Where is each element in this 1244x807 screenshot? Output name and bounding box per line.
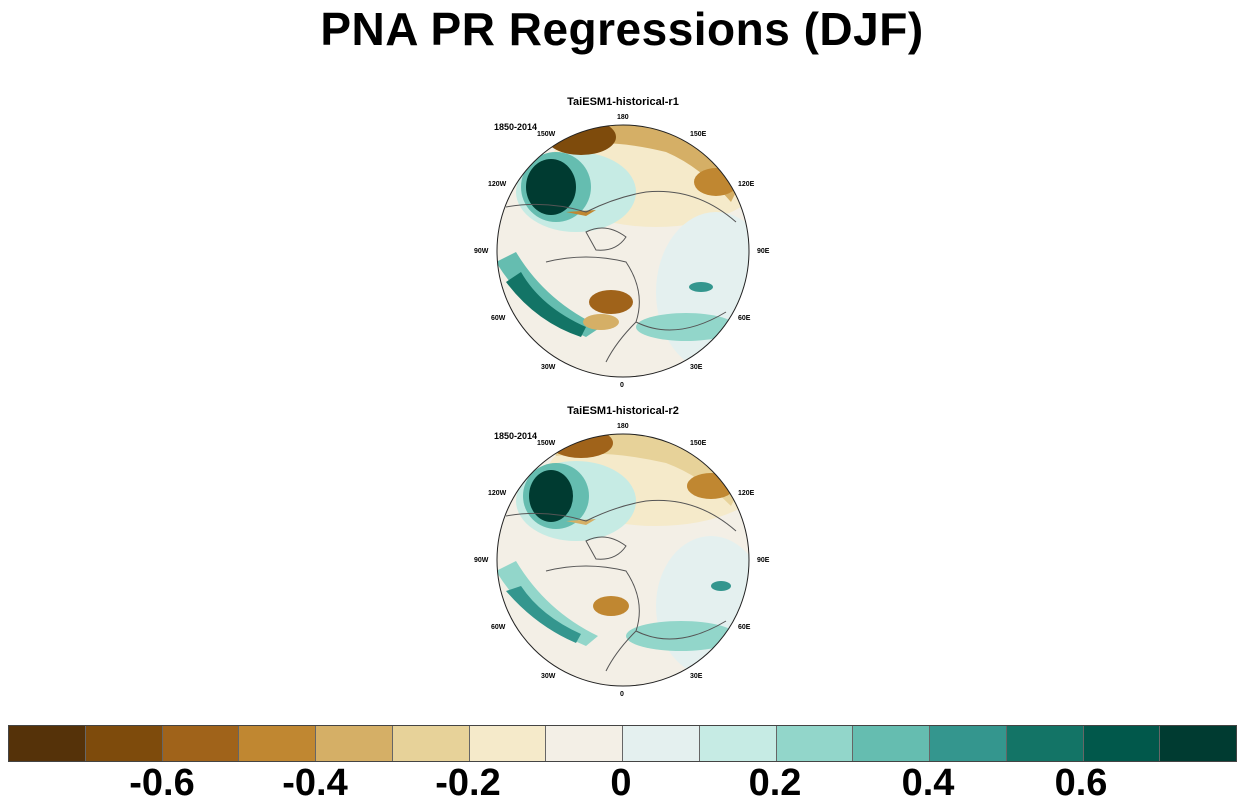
lon-label-30e: 30E <box>690 673 703 680</box>
colorbar-swatch <box>1083 726 1161 761</box>
colorbar-label: 0 <box>610 762 632 804</box>
lon-label-120e: 120E <box>738 181 755 188</box>
lon-label-120w: 120W <box>488 490 507 497</box>
lon-label-90w: 90W <box>474 557 489 564</box>
lon-label-180: 180 <box>617 114 629 121</box>
colorbar-swatch <box>623 726 700 761</box>
lon-label-30w: 30W <box>541 673 556 680</box>
colorbar-swatch <box>9 726 86 761</box>
lon-label-60e: 60E <box>738 315 751 322</box>
lon-label-120e: 120E <box>738 490 755 497</box>
figure-title: PNA PR Regressions (DJF) <box>320 3 924 55</box>
colorbar-label: 0.6 <box>1054 762 1108 804</box>
lon-label-90w: 90W <box>474 248 489 255</box>
lon-label-150e: 150E <box>690 131 707 138</box>
colorbar-swatch <box>1160 726 1236 761</box>
lon-label-60e: 60E <box>738 624 751 631</box>
colorbar-swatch <box>546 726 623 761</box>
lon-label-90e: 90E <box>757 248 770 255</box>
lon-label-90e: 90E <box>757 557 770 564</box>
lon-label-0: 0 <box>620 382 624 389</box>
colorbar-swatch <box>853 726 930 761</box>
colorbar-label: -0.4 <box>282 762 348 804</box>
colorbar-swatch <box>1006 726 1084 761</box>
panel-2-title: TaiESM1-historical-r2 <box>567 405 679 417</box>
colorbar-swatch <box>239 726 316 761</box>
panel-1-period: 1850-2014 <box>494 122 538 132</box>
lon-label-150w: 150W <box>537 440 556 447</box>
lon-label-180: 180 <box>617 423 629 430</box>
colorbar-swatch <box>930 726 1007 761</box>
colorbar-label: 0.4 <box>901 762 955 804</box>
colorbar <box>8 725 1237 762</box>
lon-label-30w: 30W <box>541 364 556 371</box>
colorbar-label: -0.2 <box>435 762 501 804</box>
panel-1-polar-map <box>496 124 750 378</box>
panel-1-title: TaiESM1-historical-r1 <box>567 96 679 108</box>
colorbar-swatch <box>699 726 777 761</box>
colorbar-label: 0.2 <box>748 762 802 804</box>
lon-label-120w: 120W <box>488 181 507 188</box>
lon-label-150e: 150E <box>690 440 707 447</box>
lon-label-30e: 30E <box>690 364 703 371</box>
colorbar-swatch <box>469 726 547 761</box>
colorbar-label: -0.6 <box>129 762 195 804</box>
panel-2-polar-map <box>496 433 750 687</box>
panel-2-period: 1850-2014 <box>494 431 538 441</box>
lon-label-60w: 60W <box>491 315 506 322</box>
lon-label-150w: 150W <box>537 131 556 138</box>
colorbar-swatch <box>85 726 163 761</box>
colorbar-swatch <box>162 726 240 761</box>
lon-label-60w: 60W <box>491 624 506 631</box>
colorbar-swatch <box>316 726 393 761</box>
lon-label-0: 0 <box>620 691 624 698</box>
colorbar-swatch <box>776 726 854 761</box>
colorbar-swatch <box>392 726 470 761</box>
